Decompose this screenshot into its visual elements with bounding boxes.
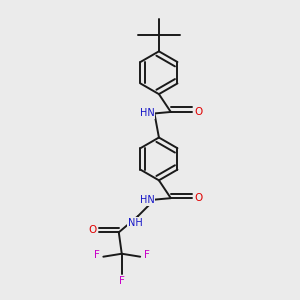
Text: HN: HN bbox=[140, 195, 154, 205]
Text: O: O bbox=[194, 107, 202, 117]
Text: HN: HN bbox=[140, 108, 154, 118]
Text: F: F bbox=[94, 250, 100, 260]
Text: F: F bbox=[144, 250, 150, 260]
Text: F: F bbox=[119, 276, 125, 286]
Text: NH: NH bbox=[128, 218, 143, 227]
Text: O: O bbox=[89, 225, 97, 235]
Text: O: O bbox=[194, 193, 202, 203]
